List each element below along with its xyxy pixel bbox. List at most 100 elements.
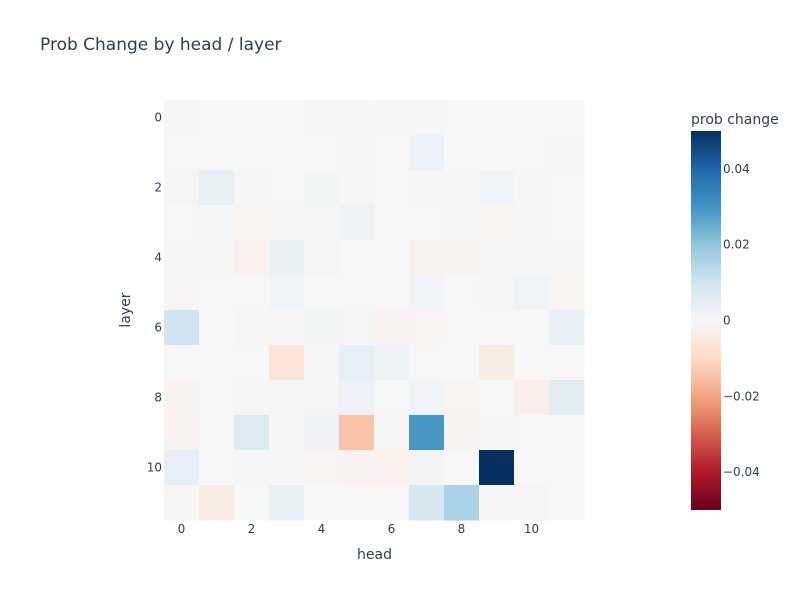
heatmap-cell bbox=[514, 415, 550, 451]
heatmap-cell bbox=[549, 170, 585, 206]
y-tick-label: 2 bbox=[154, 181, 162, 195]
heatmap-cell bbox=[304, 275, 340, 311]
heatmap-cell bbox=[514, 100, 550, 136]
heatmap-cell bbox=[199, 485, 235, 521]
heatmap-cell bbox=[514, 345, 550, 381]
heatmap-cell bbox=[304, 415, 340, 451]
heatmap-cell bbox=[549, 205, 585, 241]
heatmap-cell bbox=[374, 275, 410, 311]
heatmap-cell bbox=[164, 170, 200, 206]
colorbar-title: prob change bbox=[691, 112, 779, 128]
heatmap-cell bbox=[514, 485, 550, 521]
heatmap-cell bbox=[339, 345, 375, 381]
heatmap-cell bbox=[514, 205, 550, 241]
heatmap-cell bbox=[304, 135, 340, 171]
heatmap-cell bbox=[479, 100, 515, 136]
heatmap-cell bbox=[304, 170, 340, 206]
heatmap-cell bbox=[479, 485, 515, 521]
heatmap-cell bbox=[164, 275, 200, 311]
heatmap-cell bbox=[339, 170, 375, 206]
heatmap-cell bbox=[199, 450, 235, 486]
heatmap-cell bbox=[199, 310, 235, 346]
x-tick-label: 8 bbox=[458, 522, 466, 536]
colorbar-tick-label: −0.04 bbox=[723, 465, 760, 479]
heatmap-cell bbox=[234, 485, 270, 521]
y-tick-label: 4 bbox=[154, 251, 162, 265]
heatmap-cell bbox=[374, 135, 410, 171]
heatmap-cell bbox=[514, 275, 550, 311]
y-tick-label: 8 bbox=[154, 391, 162, 405]
heatmap-cell bbox=[549, 275, 585, 311]
heatmap-cell bbox=[199, 380, 235, 416]
heatmap-cell bbox=[549, 310, 585, 346]
heatmap-cell bbox=[339, 485, 375, 521]
x-axis-ticks: 0 2 4 6 8 10 bbox=[178, 522, 539, 536]
heatmap-cell bbox=[164, 415, 200, 451]
heatmap-cell bbox=[234, 380, 270, 416]
heatmap-cell bbox=[479, 450, 515, 486]
heatmap-cell bbox=[549, 380, 585, 416]
heatmap-cell bbox=[444, 100, 480, 136]
heatmap-cell bbox=[339, 450, 375, 486]
heatmap-cell bbox=[269, 345, 305, 381]
heatmap-cell bbox=[339, 415, 375, 451]
heatmap-cell bbox=[444, 380, 480, 416]
heatmap-cell bbox=[304, 485, 340, 521]
heatmap-cell bbox=[269, 415, 305, 451]
heatmap-cell bbox=[339, 205, 375, 241]
heatmap-cell bbox=[374, 205, 410, 241]
heatmap-cell bbox=[374, 310, 410, 346]
heatmap-cell bbox=[444, 170, 480, 206]
heatmap-cell bbox=[514, 240, 550, 276]
x-tick-label: 10 bbox=[524, 522, 539, 536]
heatmap-cell bbox=[409, 135, 445, 171]
heatmap-cell bbox=[479, 345, 515, 381]
heatmap-cell bbox=[269, 240, 305, 276]
heatmap-cell bbox=[269, 450, 305, 486]
heatmap-cell bbox=[234, 275, 270, 311]
heatmap-cell bbox=[549, 240, 585, 276]
heatmap-cell bbox=[269, 485, 305, 521]
heatmap-cell bbox=[164, 380, 200, 416]
heatmap-cell bbox=[339, 100, 375, 136]
heatmap-cell bbox=[339, 275, 375, 311]
heatmap-cell bbox=[234, 135, 270, 171]
heatmap-cell bbox=[304, 240, 340, 276]
heatmap-cell bbox=[514, 380, 550, 416]
heatmap-cell bbox=[234, 170, 270, 206]
y-tick-label: 0 bbox=[154, 111, 162, 125]
heatmap-cell bbox=[164, 205, 200, 241]
heatmap-cell bbox=[374, 485, 410, 521]
heatmap-cell bbox=[374, 345, 410, 381]
x-tick-label: 6 bbox=[388, 522, 396, 536]
heatmap-cell bbox=[409, 275, 445, 311]
heatmap-cell bbox=[234, 205, 270, 241]
heatmap-cell bbox=[199, 205, 235, 241]
heatmap-cell bbox=[374, 100, 410, 136]
heatmap-cell bbox=[409, 310, 445, 346]
heatmap-cell bbox=[409, 450, 445, 486]
heatmap-cell bbox=[409, 100, 445, 136]
heatmap-cell bbox=[409, 170, 445, 206]
heatmap-cell bbox=[199, 415, 235, 451]
colorbar-tick-label: 0.02 bbox=[723, 238, 750, 252]
heatmap-cell bbox=[234, 345, 270, 381]
heatmap-cell bbox=[409, 205, 445, 241]
heatmap-cell bbox=[444, 135, 480, 171]
heatmap-cell bbox=[199, 240, 235, 276]
heatmap-cell bbox=[374, 240, 410, 276]
heatmap-cell bbox=[304, 205, 340, 241]
heatmap-cell bbox=[514, 310, 550, 346]
heatmap-cell bbox=[549, 485, 585, 521]
heatmap-cell bbox=[409, 240, 445, 276]
heatmap-cell bbox=[549, 135, 585, 171]
heatmap-cell bbox=[444, 240, 480, 276]
heatmap-cell bbox=[514, 450, 550, 486]
heatmap-cell bbox=[374, 170, 410, 206]
heatmap-cell bbox=[444, 275, 480, 311]
heatmap-cell bbox=[444, 485, 480, 521]
heatmap-cell bbox=[409, 380, 445, 416]
heatmap-cell bbox=[199, 345, 235, 381]
heatmap-cell bbox=[514, 135, 550, 171]
